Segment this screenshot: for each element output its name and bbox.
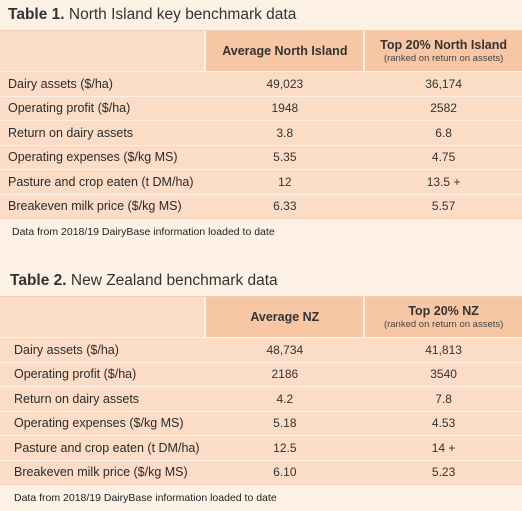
table-row: Dairy assets ($/ha) 48,734 41,813 [0, 337, 522, 362]
table-1: Table 1. North Island key benchmark data… [0, 0, 522, 245]
caption-text: New Zealand benchmark data [66, 272, 278, 289]
row-value-top20: 14 + [431, 440, 456, 455]
table-row: Operating profit ($/ha) 1948 2582 [0, 95, 522, 121]
row-value-average: 5.18 [273, 416, 297, 431]
header-blank [0, 297, 204, 337]
table-panel: Average North Island Top 20% North Islan… [0, 30, 522, 219]
header-col-average: Average North Island [204, 31, 364, 71]
header-col-top20: Top 20% North Island (ranked on return o… [363, 31, 522, 71]
row-value-average: 48,734 [266, 342, 304, 357]
row-value-average: 2186 [271, 367, 299, 382]
row-value-average: 6.10 [273, 465, 297, 480]
row-value-average: 1948 [271, 101, 299, 116]
table-row: Operating profit ($/ha) 2186 3540 [0, 361, 522, 387]
row-label: Pasture and crop eaten (t DM/ha) [8, 174, 194, 189]
table-footnote: Data from 2018/19 DairyBase information … [12, 226, 275, 238]
table-footnote: Data from 2018/19 DairyBase information … [14, 492, 277, 504]
header-col-average: Average NZ [204, 297, 364, 337]
row-value-average: 49,023 [266, 76, 304, 91]
row-label: Operating profit ($/ha) [14, 367, 137, 382]
table-row: Operating expenses ($/kg MS) 5.35 4.75 [0, 144, 522, 170]
row-value-average: 3.8 [276, 125, 294, 140]
table-row: Return on dairy assets 3.8 6.8 [0, 120, 522, 145]
table-row: Return on dairy assets 4.2 7.8 [0, 386, 522, 411]
table-panel: Average NZ Top 20% NZ (ranked on return … [0, 296, 522, 485]
row-value-top20: 4.53 [431, 416, 456, 431]
row-value-top20: 5.23 [431, 465, 456, 480]
header-col-top20: Top 20% NZ (ranked on return on assets) [363, 297, 522, 337]
row-value-top20: 36,174 [425, 76, 462, 91]
header-col-average-label: Average North Island [222, 44, 348, 58]
header-col-top20-sub: (ranked on return on assets) [383, 319, 504, 330]
row-value-average: 12 [278, 174, 292, 189]
header-col-top20-sub: (ranked on return on assets) [383, 53, 504, 64]
row-label: Operating expenses ($/kg MS) [8, 150, 178, 165]
table-row: Dairy assets ($/ha) 49,023 36,174 [0, 71, 522, 96]
table-caption: Table 2. New Zealand benchmark data [0, 266, 522, 296]
table-header-row: Average North Island Top 20% North Islan… [0, 31, 522, 71]
row-value-top20: 3540 [430, 367, 457, 382]
header-col-average-label: Average NZ [250, 310, 320, 324]
row-value-average: 4.2 [276, 391, 294, 406]
row-label: Breakeven milk price ($/kg MS) [8, 199, 182, 214]
table-header-row: Average NZ Top 20% NZ (ranked on return … [0, 297, 522, 337]
row-value-top20: 5.57 [431, 199, 456, 214]
table-2: Table 2. New Zealand benchmark data Aver… [0, 266, 522, 511]
row-value-top20: 13.5 + [426, 174, 461, 189]
caption-number: Table 1. [8, 6, 65, 23]
table-caption: Table 1. North Island key benchmark data [0, 0, 522, 30]
row-label: Operating expenses ($/kg MS) [14, 416, 184, 431]
row-value-average: 12.5 [273, 440, 297, 455]
row-label: Pasture and crop eaten (t DM/ha) [14, 440, 200, 455]
caption-text: North Island key benchmark data [64, 6, 297, 23]
header-col-top20-label: Top 20% NZ [408, 304, 479, 318]
row-label: Return on dairy assets [14, 391, 140, 406]
row-label: Operating profit ($/ha) [8, 101, 131, 116]
table-row: Pasture and crop eaten (t DM/ha) 12.5 14… [0, 435, 522, 460]
header-col-top20-label: Top 20% North Island [380, 38, 508, 52]
table-row: Operating expenses ($/kg MS) 5.18 4.53 [0, 410, 522, 436]
header-blank [0, 31, 204, 71]
row-value-top20: 4.75 [431, 150, 456, 165]
row-label: Breakeven milk price ($/kg MS) [14, 465, 188, 480]
row-label: Dairy assets ($/ha) [14, 342, 119, 357]
row-value-average: 5.35 [273, 150, 297, 165]
row-value-average: 6.33 [273, 199, 297, 214]
row-label: Return on dairy assets [8, 125, 134, 140]
row-value-top20: 7.8 [435, 391, 452, 406]
table-row: Breakeven milk price ($/kg MS) 6.10 5.23 [0, 459, 522, 485]
table-row: Breakeven milk price ($/kg MS) 6.33 5.57 [0, 193, 522, 219]
caption-number: Table 2. [10, 272, 67, 289]
table-row: Pasture and crop eaten (t DM/ha) 12 13.5… [0, 169, 522, 194]
row-value-top20: 41,813 [425, 342, 462, 357]
row-label: Dairy assets ($/ha) [8, 76, 113, 91]
row-value-top20: 6.8 [435, 125, 452, 140]
row-value-top20: 2582 [430, 101, 457, 116]
